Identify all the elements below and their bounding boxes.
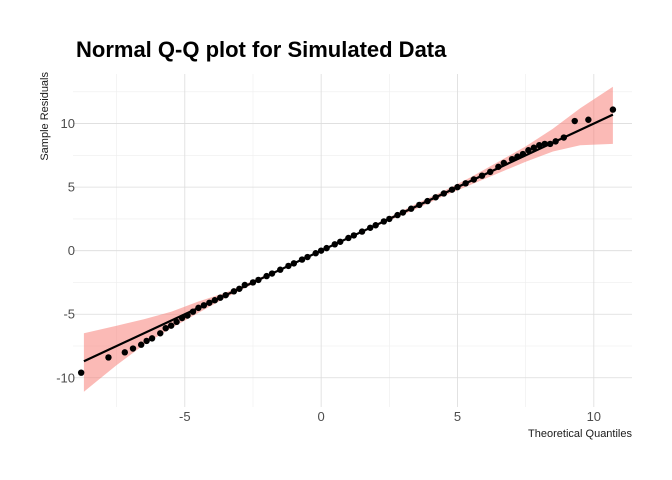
sample-point (514, 153, 521, 160)
sample-point (536, 141, 543, 149)
sample-point (585, 116, 592, 123)
sample-point (290, 260, 298, 267)
sample-point (249, 279, 257, 286)
sample-point (424, 197, 431, 205)
sample-point (173, 318, 180, 326)
y-tick-label: 10 (61, 116, 75, 131)
sample-point (331, 241, 338, 248)
sample-point (372, 222, 379, 229)
x-tick-label: 10 (587, 409, 601, 424)
sample-point (454, 183, 461, 191)
sample-point (184, 312, 191, 319)
sample-point (277, 266, 284, 273)
sample-point (263, 272, 270, 280)
grid-lines (73, 74, 632, 407)
sample-point (530, 144, 538, 151)
sample-point (571, 117, 578, 125)
sample-point (129, 345, 137, 352)
sample-point (546, 140, 554, 148)
sample-point (399, 209, 407, 216)
sample-point (478, 172, 486, 179)
sample-point (200, 302, 208, 309)
sample-point (189, 308, 197, 315)
sample-point (236, 285, 243, 292)
sample-point (508, 155, 516, 163)
sample-point (195, 304, 202, 312)
x-axis-title: Theoretical Quantiles (528, 428, 632, 440)
sample-point (350, 232, 358, 239)
sample-point (358, 228, 366, 235)
sample-point (609, 106, 617, 113)
sample-point (312, 250, 319, 257)
x-tick-label: 5 (454, 409, 461, 424)
sample-point (317, 247, 325, 254)
sample-point (241, 281, 248, 289)
sample-point (495, 163, 502, 170)
sample-point (552, 138, 559, 145)
y-tick-label: -10 (56, 370, 75, 385)
chart-title: Normal Q-Q plot for Simulated Data (76, 37, 447, 62)
sample-point (440, 190, 448, 197)
sample-point (77, 369, 85, 376)
sample-point (211, 297, 218, 304)
y-tick-labels: -10 -5 0 5 10 (56, 116, 75, 385)
sample-point (337, 238, 344, 245)
sample-point (500, 159, 508, 167)
sample-point (217, 294, 224, 301)
sample-point (470, 176, 478, 183)
sample-point (105, 354, 112, 361)
sample-point (137, 341, 145, 348)
sample-point (394, 211, 401, 219)
sample-point (285, 262, 292, 270)
sample-point (206, 299, 213, 306)
sample-point (167, 322, 175, 329)
sample-point (255, 276, 262, 284)
sample-point (178, 314, 186, 322)
y-axis-title: Sample Residuals (39, 72, 51, 161)
sample-point (386, 215, 393, 223)
sample-point (323, 244, 330, 252)
sample-point (432, 194, 439, 201)
sample-points (77, 106, 617, 376)
x-tick-label: 0 (318, 409, 325, 424)
sample-point (380, 218, 388, 225)
sample-point (121, 349, 129, 356)
sample-point (304, 253, 311, 261)
sample-point (345, 234, 352, 242)
sample-point (268, 270, 276, 277)
sample-point (519, 150, 527, 158)
sample-point (487, 168, 494, 176)
x-tick-label: -5 (179, 409, 191, 424)
y-tick-label: -5 (63, 307, 75, 322)
sample-point (162, 324, 169, 332)
sample-point (462, 180, 469, 187)
sample-point (157, 330, 164, 337)
sample-point (143, 337, 150, 345)
sample-point (230, 288, 238, 295)
sample-point (222, 291, 229, 299)
y-tick-label: 0 (68, 243, 75, 258)
x-tick-labels: -5 0 5 10 (179, 409, 601, 424)
sample-point (525, 147, 532, 154)
sample-point (448, 186, 456, 193)
sample-point (148, 335, 156, 342)
sample-point (407, 205, 415, 212)
sample-point (560, 134, 568, 141)
sample-point (298, 256, 306, 263)
sample-point (541, 140, 548, 148)
sample-point (416, 201, 423, 209)
y-tick-label: 5 (68, 180, 75, 195)
sample-point (367, 224, 374, 231)
